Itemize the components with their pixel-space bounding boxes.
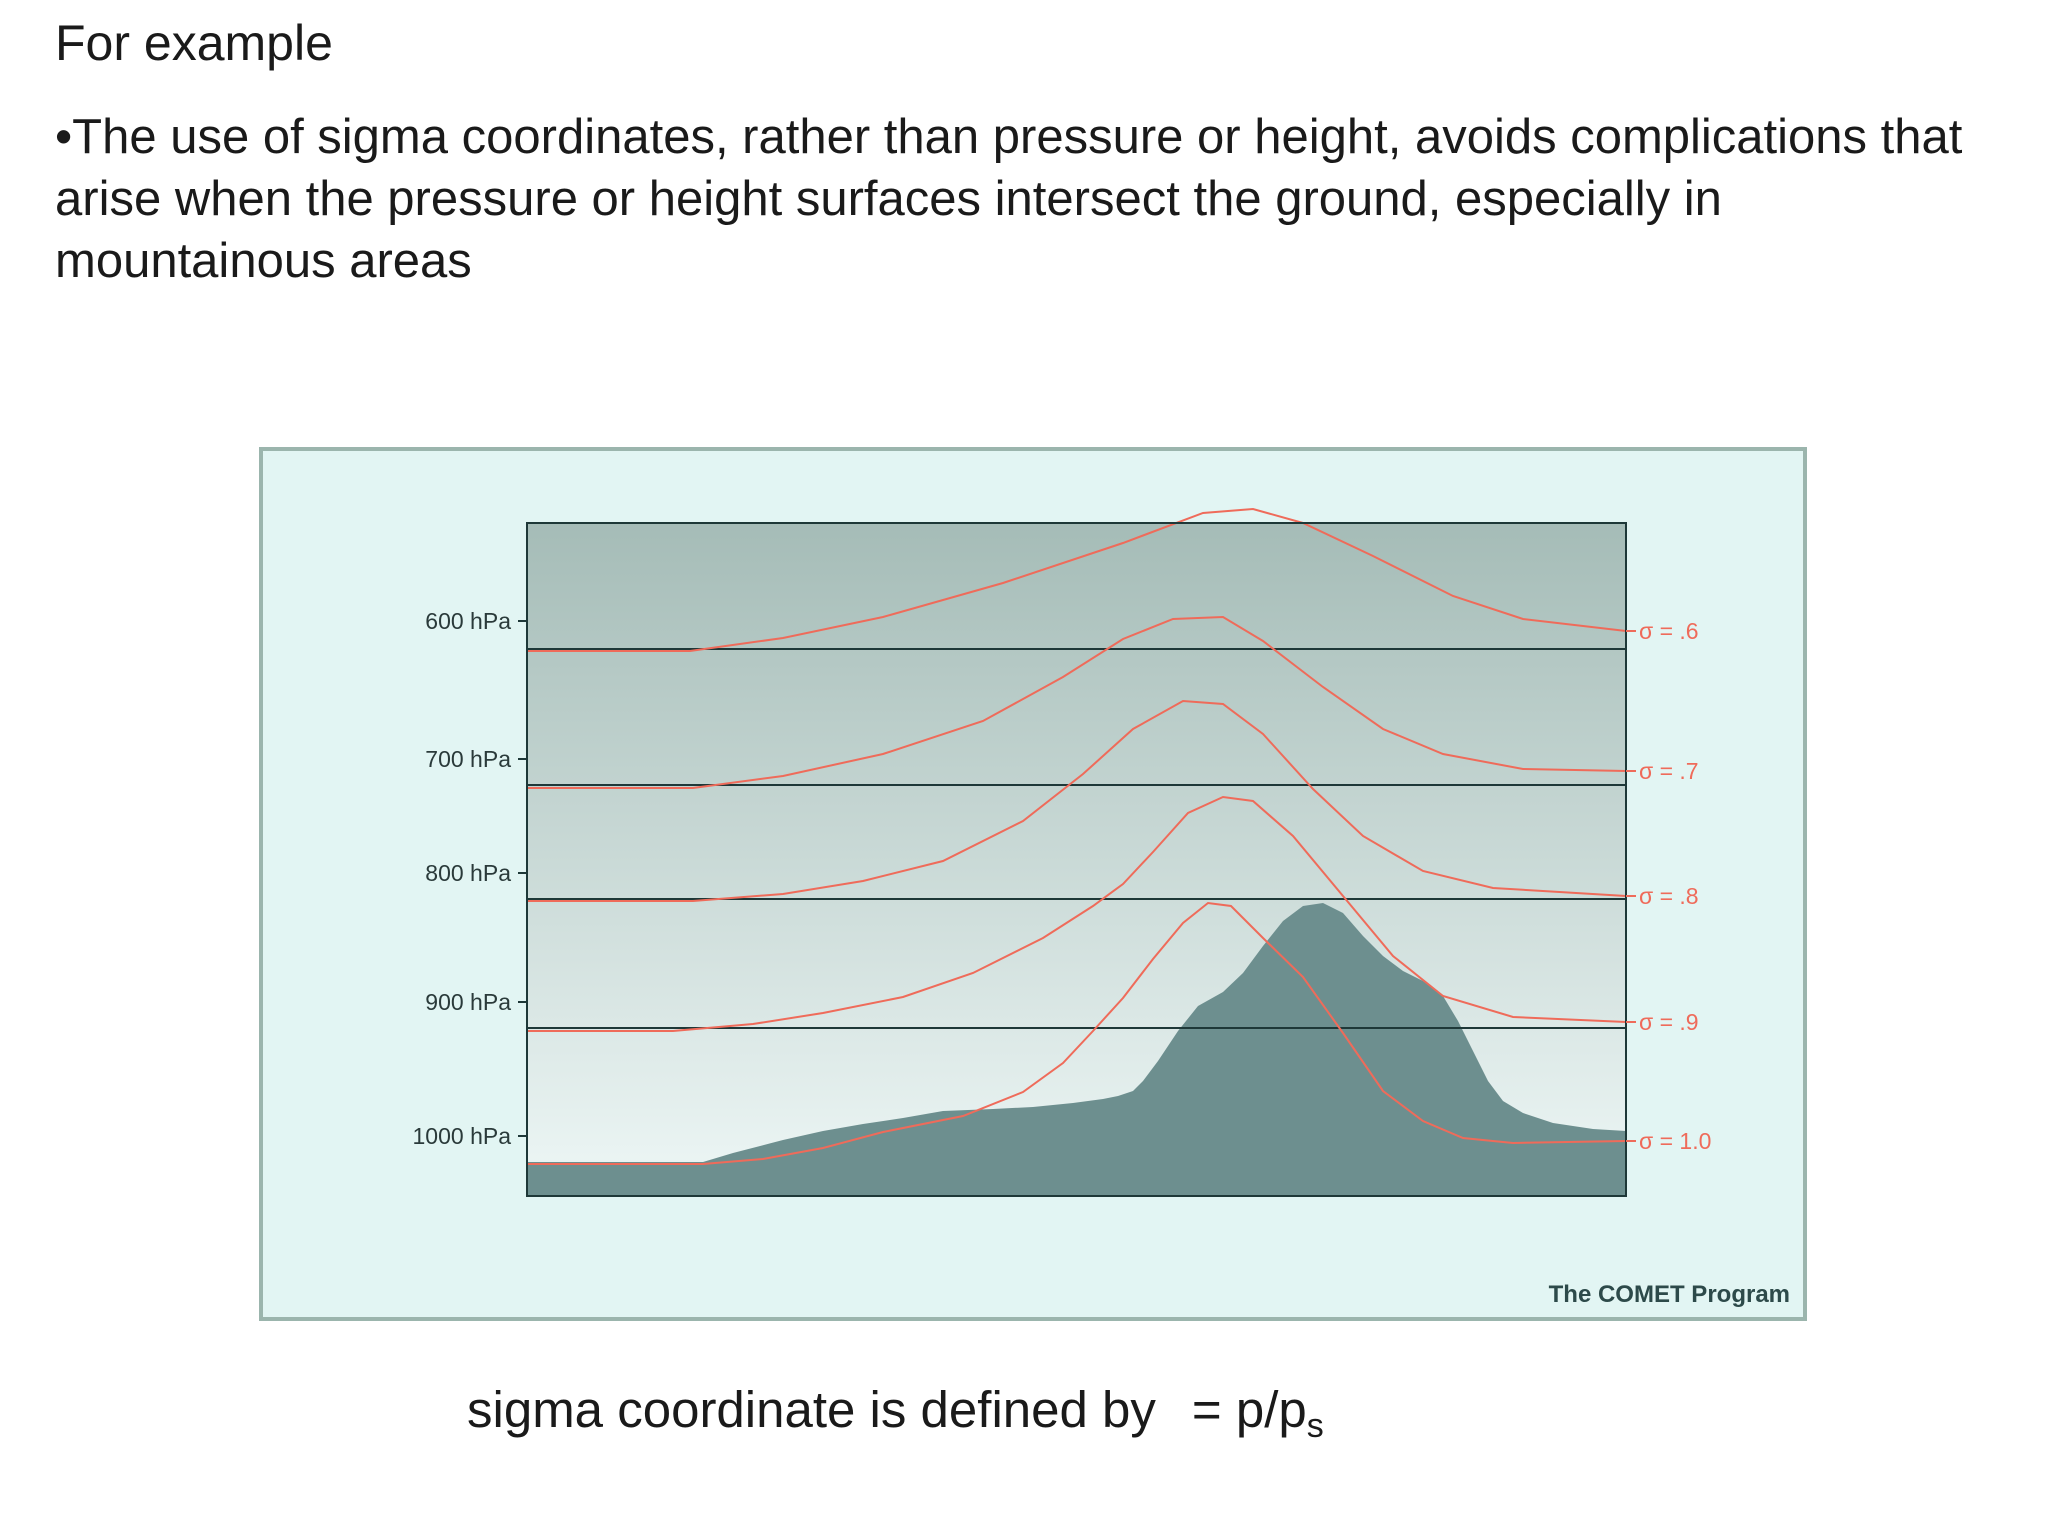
- sigma-curve-0.9: [527, 795, 1627, 1032]
- sigma-curves: [527, 507, 1627, 1165]
- caption-formula: = p/ps: [1191, 1381, 1324, 1445]
- sigma-label-1.0: σ = 1.0: [1639, 1128, 1711, 1154]
- plot-border: [526, 522, 1627, 1197]
- sigma-label-0.6: σ = .6: [1639, 618, 1699, 644]
- sigma-curve-0.6: [527, 507, 1627, 652]
- sigma-label-0.9: σ = .9: [1639, 1009, 1699, 1035]
- sigma-diagram-svg: 600 hPa 700 hPa 800 hPa 900 hPa 1000 hPa…: [413, 507, 1790, 1308]
- pressure-label-900: 900 hPa: [425, 989, 511, 1015]
- bullet-text: •The use of sigma coordinates, rather th…: [55, 110, 1963, 288]
- pressure-label-600: 600 hPa: [425, 608, 511, 634]
- formula-subscript: s: [1306, 1407, 1324, 1445]
- slide-heading: For example: [55, 15, 333, 71]
- sigma-curve-0.8: [527, 699, 1627, 902]
- mountain-terrain: [527, 903, 1626, 1196]
- pressure-axis: [518, 620, 527, 1137]
- caption-text: sigma coordinate is defined by: [467, 1381, 1156, 1438]
- sigma-curve-1.0: [527, 901, 1627, 1165]
- sigma-curve-0.7: [527, 615, 1627, 789]
- formula-main: = p/p: [1191, 1381, 1307, 1438]
- sigma-label-0.8: σ = .8: [1639, 883, 1699, 909]
- sigma-coordinate-figure: 600 hPa 700 hPa 800 hPa 900 hPa 1000 hPa…: [259, 447, 1807, 1321]
- caption: sigma coordinate is defined by = p/ps: [467, 1378, 1324, 1458]
- figure-credit: The COMET Program: [1549, 1281, 1790, 1308]
- sigma-label-0.7: σ = .7: [1639, 758, 1699, 784]
- pressure-label-700: 700 hPa: [425, 746, 511, 772]
- pressure-label-1000: 1000 hPa: [413, 1123, 512, 1149]
- pressure-label-800: 800 hPa: [425, 860, 511, 886]
